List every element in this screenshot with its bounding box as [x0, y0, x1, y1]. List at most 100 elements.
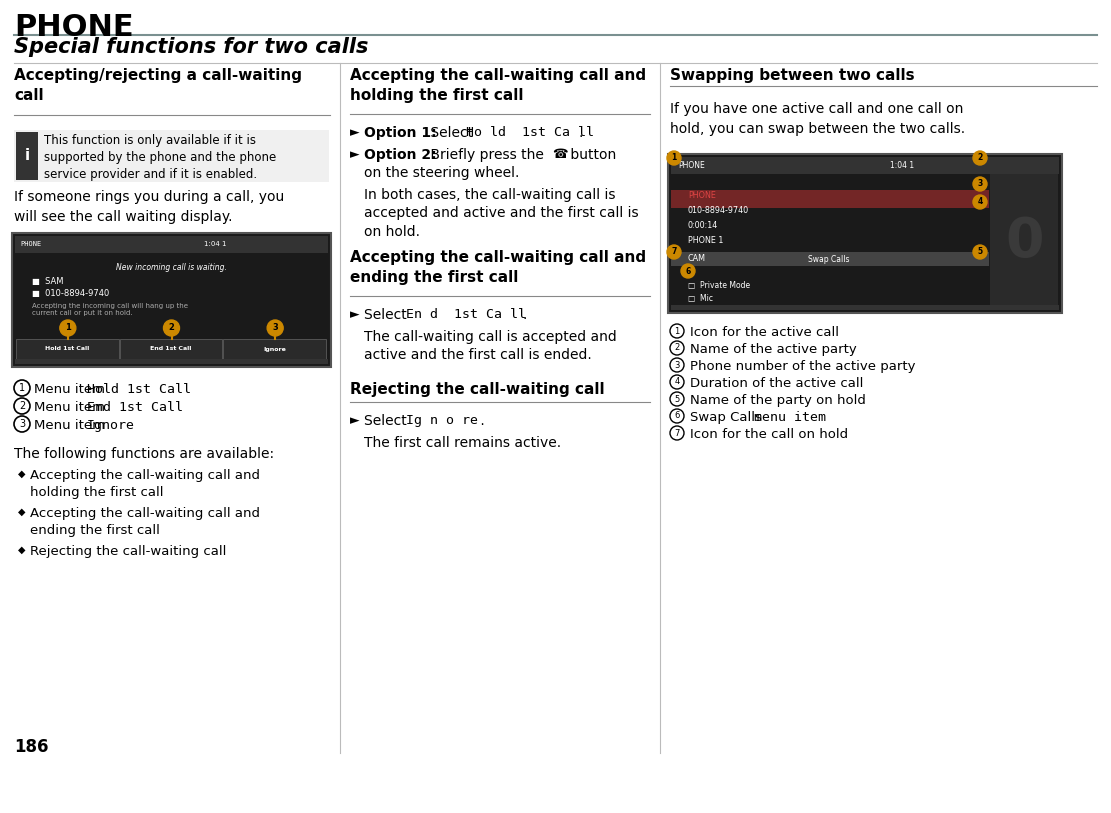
Text: 186: 186: [14, 738, 49, 756]
Text: 6: 6: [685, 267, 691, 276]
Text: Name of the party on hold: Name of the party on hold: [690, 394, 865, 407]
Text: Accepting the call-waiting call and
ending the first call: Accepting the call-waiting call and endi…: [30, 507, 260, 537]
Circle shape: [681, 264, 695, 278]
Text: 5: 5: [978, 247, 982, 256]
Circle shape: [973, 151, 987, 165]
Text: Rejecting the call-waiting call: Rejecting the call-waiting call: [350, 382, 604, 397]
Text: Option 2:: Option 2:: [364, 148, 437, 162]
Circle shape: [667, 151, 681, 165]
Text: PHONE: PHONE: [14, 13, 133, 42]
Text: 2: 2: [674, 344, 680, 353]
Text: If someone rings you during a call, you
will see the call waiting display.: If someone rings you during a call, you …: [14, 190, 284, 224]
Circle shape: [973, 245, 987, 259]
Text: 0:00:14: 0:00:14: [688, 221, 718, 230]
Text: PHONE: PHONE: [20, 241, 41, 247]
Text: Hold 1st Call: Hold 1st Call: [46, 346, 90, 351]
Text: .: .: [578, 126, 582, 140]
Circle shape: [60, 320, 76, 336]
Text: Briefly press the: Briefly press the: [426, 148, 548, 162]
Circle shape: [163, 320, 180, 336]
Text: .: .: [522, 308, 527, 322]
FancyBboxPatch shape: [16, 132, 38, 180]
Text: Select: Select: [364, 308, 411, 322]
FancyBboxPatch shape: [120, 339, 222, 359]
Text: ►: ►: [350, 148, 360, 161]
Text: ►: ►: [350, 126, 360, 139]
Text: 7: 7: [671, 247, 677, 256]
Text: 1: 1: [64, 324, 71, 333]
Text: In both cases, the call-waiting call is
accepted and active and the first call i: In both cases, the call-waiting call is …: [364, 188, 639, 239]
Text: 3: 3: [674, 360, 680, 369]
Text: 1:04 1: 1:04 1: [204, 241, 227, 247]
Text: Swap Calls: Swap Calls: [808, 254, 850, 263]
Text: for the call on hold: for the call on hold: [718, 428, 848, 441]
Text: 010-8894-9740: 010-8894-9740: [688, 206, 749, 215]
Text: Special functions for two calls: Special functions for two calls: [14, 37, 369, 57]
Text: ◆: ◆: [18, 507, 26, 517]
FancyBboxPatch shape: [16, 359, 328, 364]
Text: □  Private Mode: □ Private Mode: [688, 281, 750, 290]
Text: ■  010-8894-9740: ■ 010-8894-9740: [32, 289, 109, 298]
Text: Icon: Icon: [690, 326, 722, 339]
Text: The first call remains active.: The first call remains active.: [364, 436, 561, 450]
FancyBboxPatch shape: [671, 252, 989, 266]
Text: PHONE: PHONE: [688, 191, 715, 200]
Text: ►: ►: [350, 414, 360, 427]
Text: ■  SAM: ■ SAM: [32, 277, 63, 286]
Text: Name of the active party: Name of the active party: [690, 343, 857, 356]
Text: 2: 2: [169, 324, 174, 333]
Text: Swap Calls: Swap Calls: [690, 411, 762, 424]
Text: 3: 3: [272, 324, 278, 333]
Text: ◆: ◆: [18, 545, 26, 555]
Text: button: button: [565, 148, 617, 162]
Text: PHONE 1: PHONE 1: [688, 236, 723, 245]
Text: This function is only available if it is
supported by the phone and the phone
se: This function is only available if it is…: [44, 134, 277, 181]
Text: 4: 4: [978, 198, 982, 207]
Text: Swapping between two calls: Swapping between two calls: [670, 68, 914, 83]
Text: Menu item: Menu item: [34, 419, 109, 432]
Text: i: i: [24, 149, 30, 163]
Text: ►: ►: [350, 308, 360, 321]
Text: Hold 1st Call: Hold 1st Call: [87, 383, 191, 396]
Text: Select: Select: [364, 414, 411, 428]
Text: 3: 3: [19, 419, 26, 429]
Text: Accepting the call-waiting call and
holding the first call: Accepting the call-waiting call and hold…: [30, 469, 260, 499]
Text: Select: Select: [426, 126, 478, 140]
Text: Ignore: Ignore: [263, 346, 287, 351]
Text: 4: 4: [674, 377, 680, 386]
Text: Ignore: Ignore: [87, 419, 136, 432]
Text: Accepting the call-waiting call and
ending the first call: Accepting the call-waiting call and endi…: [350, 250, 647, 285]
Text: Accepting the incoming call will hang up the
current call or put it on hold.: Accepting the incoming call will hang up…: [32, 303, 188, 316]
Text: Duration of the active call: Duration of the active call: [690, 377, 863, 390]
Text: menu item: menu item: [745, 411, 825, 424]
Text: 2: 2: [978, 154, 982, 163]
Text: Menu item: Menu item: [34, 401, 109, 414]
FancyBboxPatch shape: [671, 305, 1059, 310]
Text: Ho ld  1st Ca ll: Ho ld 1st Ca ll: [466, 126, 594, 139]
Text: Phone number of the active party: Phone number of the active party: [690, 360, 915, 373]
Text: on the steering wheel.: on the steering wheel.: [364, 166, 519, 180]
FancyBboxPatch shape: [671, 190, 989, 208]
Text: PHONE: PHONE: [678, 160, 704, 169]
Text: 2: 2: [19, 401, 26, 411]
Text: Ig n o re: Ig n o re: [406, 414, 478, 427]
Text: 1: 1: [671, 154, 677, 163]
Text: Option 1:: Option 1:: [364, 126, 437, 140]
FancyBboxPatch shape: [14, 130, 329, 182]
Text: CAM: CAM: [688, 254, 705, 263]
Text: □  Mic: □ Mic: [688, 294, 713, 303]
FancyBboxPatch shape: [668, 154, 1062, 313]
Text: ☎: ☎: [552, 148, 568, 161]
Text: 5: 5: [674, 394, 680, 403]
Text: Rejecting the call-waiting call: Rejecting the call-waiting call: [30, 545, 227, 558]
FancyBboxPatch shape: [16, 236, 328, 253]
FancyBboxPatch shape: [12, 233, 331, 367]
Text: The following functions are available:: The following functions are available:: [14, 447, 274, 461]
Text: New incoming call is waiting.: New incoming call is waiting.: [116, 263, 227, 272]
Text: Accepting the call-waiting call and
holding the first call: Accepting the call-waiting call and hold…: [350, 68, 647, 102]
Text: Accepting/rejecting a call-waiting
call: Accepting/rejecting a call-waiting call: [14, 68, 302, 102]
Text: The call-waiting call is accepted and
active and the first call is ended.: The call-waiting call is accepted and ac…: [364, 330, 617, 363]
Circle shape: [973, 177, 987, 191]
Text: 6: 6: [674, 411, 680, 420]
FancyBboxPatch shape: [990, 174, 1058, 310]
